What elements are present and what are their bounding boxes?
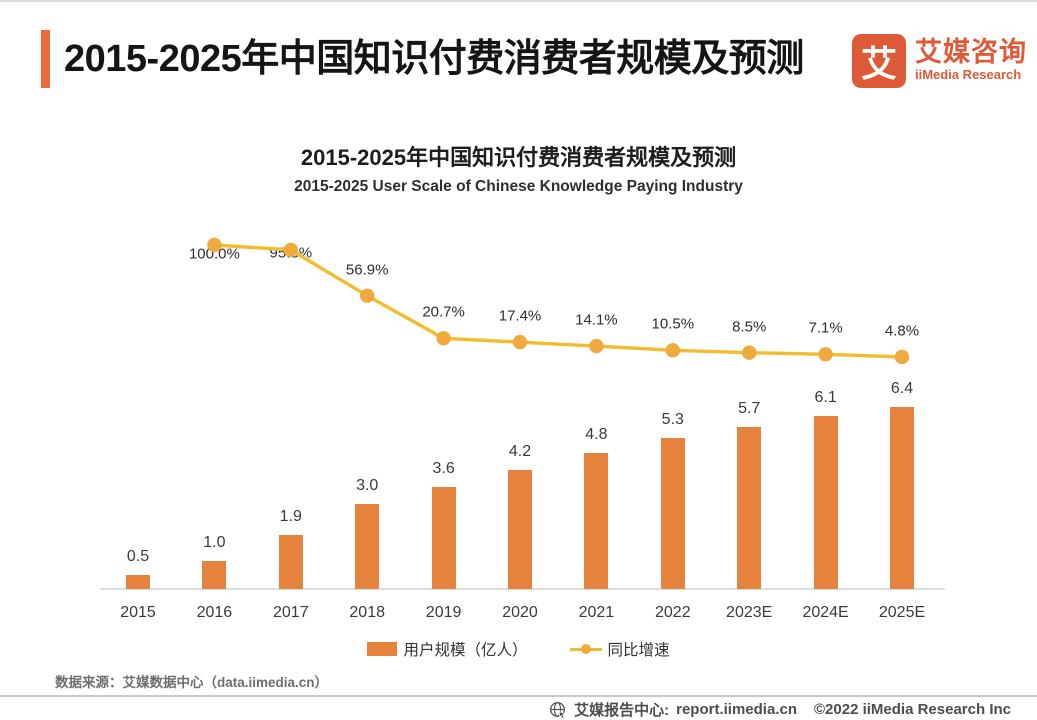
bar-2016 — [202, 560, 227, 589]
data-source-note: 数据来源：艾媒数据中心（data.iimedia.cn） — [55, 675, 329, 690]
line-point — [436, 331, 451, 346]
footer-site-label: 艾媒报告中心: — [574, 702, 670, 719]
bar-2022 — [660, 438, 685, 589]
bar-2023E — [737, 427, 762, 589]
growth-rate-label: 20.7% — [422, 303, 465, 321]
globe-cursor-icon — [549, 701, 567, 719]
bar-2019 — [431, 486, 456, 589]
bar-value-label: 3.6 — [432, 459, 455, 477]
iimedia-logo: 艾 艾媒咨询 iiMedia Research — [852, 34, 1027, 88]
chart-legend: 用户规模（亿人） 同比增速 — [0, 638, 1037, 660]
x-axis-line — [100, 588, 945, 590]
x-axis-label: 2025E — [878, 604, 926, 621]
bar-value-label: 1.0 — [203, 533, 226, 551]
growth-rate-label: 4.8% — [884, 322, 920, 340]
top-edge-divider — [0, 0, 1037, 2]
growth-rate-label: 100.0% — [188, 245, 240, 263]
growth-rate-label: 56.9% — [345, 261, 389, 279]
footer-copyright: ©2022 iiMedia Research Inc — [814, 701, 1011, 718]
line-point — [894, 349, 910, 365]
chart-subtitle: 2015-2025 User Scale of Chinese Knowledg… — [294, 178, 743, 195]
line-point — [512, 334, 528, 350]
x-axis-label: 2018 — [349, 604, 385, 621]
bar-value-label: 4.8 — [585, 425, 608, 443]
footer-site-url: report.iimedia.cn — [676, 701, 797, 718]
line-point — [742, 345, 757, 360]
x-axis-label: 2022 — [655, 604, 691, 621]
legend-label: 同比增速 — [607, 642, 670, 659]
bar-value-label: 0.5 — [126, 547, 150, 565]
bar-2020 — [508, 469, 532, 589]
growth-rate-label: 8.5% — [732, 318, 767, 336]
x-axis-label: 2020 — [502, 604, 538, 621]
bar-2025E — [890, 407, 914, 589]
x-axis-label: 2019 — [425, 604, 462, 621]
chart-title: 2015-2025年中国知识付费消费者规模及预测 — [300, 145, 737, 170]
bar-value-label: 5.3 — [661, 411, 684, 429]
bar-2024E — [813, 415, 838, 589]
x-axis-label: 2017 — [273, 604, 309, 621]
x-axis-label: 2016 — [196, 604, 233, 621]
x-axis-label: 2015 — [120, 604, 156, 621]
x-axis-label: 2021 — [578, 604, 615, 621]
line-dot-swatch-icon — [569, 642, 602, 656]
growth-rate-label: 7.1% — [808, 319, 843, 337]
line-point — [360, 288, 375, 303]
growth-rate-label: 95.8% — [269, 244, 313, 262]
logo-text: 艾媒咨询 iiMedia Research — [915, 34, 1027, 83]
line-point — [818, 347, 833, 362]
bar-swatch-icon — [367, 642, 398, 656]
bar-2015 — [126, 574, 150, 589]
logo-name-en: iiMedia Research — [915, 67, 1022, 82]
growth-rate-label: 10.5% — [651, 315, 695, 333]
footer-divider — [0, 695, 1037, 697]
growth-rate-label: 14.1% — [575, 311, 618, 329]
bar-value-label: 1.9 — [279, 508, 302, 526]
legend-label: 用户规模（亿人） — [403, 642, 528, 659]
bar-2021 — [584, 452, 609, 589]
logo-name-cn: 艾媒咨询 — [915, 37, 1027, 67]
title-accent-bar — [41, 30, 50, 88]
bar-2017 — [278, 535, 303, 589]
line-point — [589, 338, 604, 354]
bar-value-label: 6.1 — [814, 388, 837, 406]
line-point — [665, 343, 680, 358]
page-title: 2015-2025年中国知识付费消费者规模及预测 — [64, 38, 804, 80]
x-axis-label: 2024E — [802, 604, 849, 621]
bar-value-label: 3.0 — [356, 476, 379, 494]
legend-item-growth-rate: 同比增速 — [569, 638, 670, 660]
iimedia-logo-icon: 艾 — [852, 34, 906, 88]
x-axis-label: 2023E — [726, 604, 773, 621]
bar-value-label: 4.2 — [508, 442, 532, 460]
bar-value-label: 6.4 — [890, 380, 914, 398]
bar-value-label: 5.7 — [738, 400, 761, 418]
growth-rate-label: 17.4% — [498, 307, 542, 325]
legend-item-user-scale: 用户规模（亿人） — [367, 638, 528, 660]
bar-2018 — [355, 503, 380, 589]
footer: 艾媒报告中心: report.iimedia.cn ©2022 iiMedia … — [549, 699, 1011, 720]
